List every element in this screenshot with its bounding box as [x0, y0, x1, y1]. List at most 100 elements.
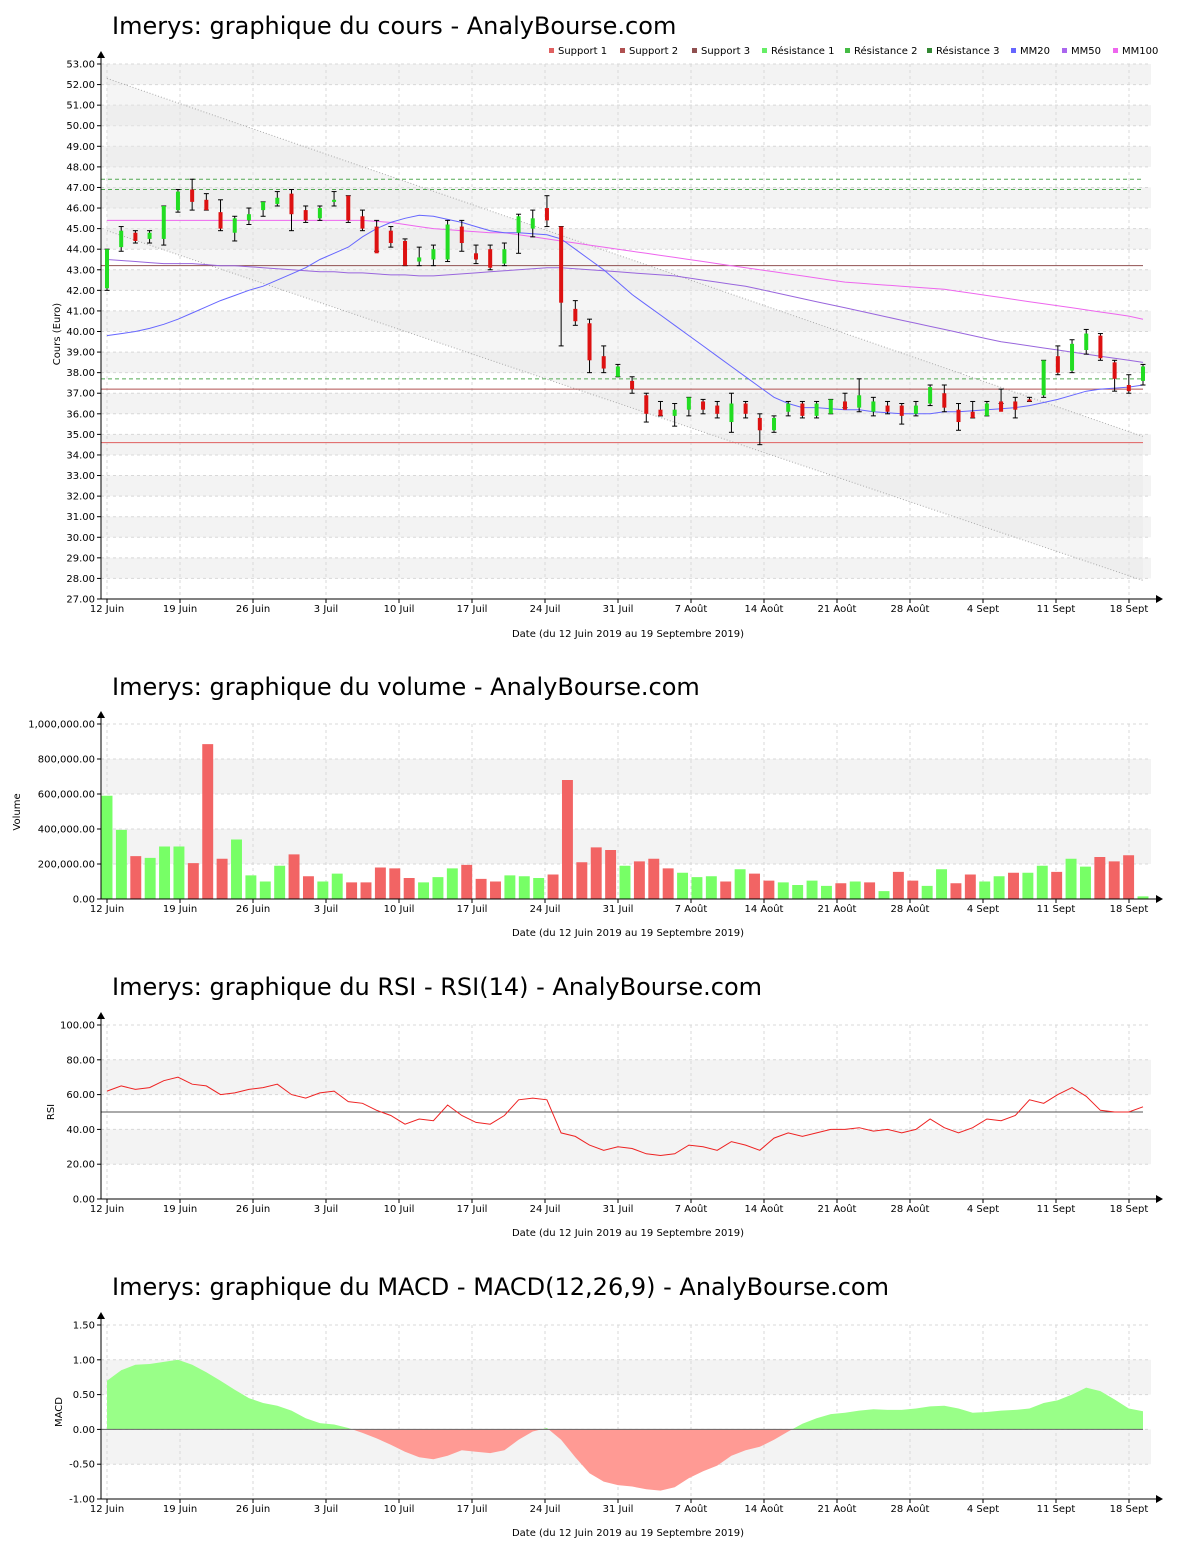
candle-body — [133, 232, 138, 241]
volume-bar — [964, 874, 976, 899]
volume-x-tick-label: 24 Juil — [530, 904, 561, 915]
price-grid — [101, 63, 1151, 600]
candle-body — [246, 214, 251, 221]
volume-bar — [993, 876, 1005, 899]
volume-bar — [950, 883, 962, 899]
volume-bar — [979, 881, 991, 899]
rsi-plot — [101, 1076, 1144, 1157]
volume-bar — [605, 850, 617, 899]
volume-bar — [360, 882, 372, 899]
volume-bar — [619, 865, 631, 899]
volume-bar — [892, 871, 904, 899]
volume-x-tick-label: 11 Sept — [1037, 904, 1076, 915]
candle-body — [1041, 360, 1046, 396]
volume-bar — [231, 839, 242, 899]
volume-bar — [432, 877, 444, 899]
rsi-x-tick-label: 17 Juil — [457, 1204, 488, 1215]
volume-band — [101, 759, 1151, 794]
volume-bar — [159, 846, 171, 899]
candle-body — [772, 417, 777, 431]
volume-bar — [561, 780, 573, 899]
candle-body — [885, 405, 890, 412]
volume-bar — [317, 881, 329, 899]
candle-body — [828, 399, 833, 414]
rsi-x-tick-label: 7 Août — [675, 1203, 708, 1215]
candle-body — [473, 253, 478, 260]
volume-bar — [547, 874, 559, 899]
macd-x-tick-label: 17 Juil — [457, 1504, 488, 1515]
rsi-band — [101, 1059, 1151, 1095]
rsi-y-tick-label: 60.00 — [66, 1090, 95, 1101]
volume-bar — [749, 873, 760, 899]
rsi-x-tick-label: 14 Août — [745, 1203, 784, 1215]
candle-body — [388, 230, 393, 244]
volume-x-tick-label: 10 Juil — [384, 904, 415, 915]
price-y-tick-label: 41.00 — [66, 306, 95, 317]
price-band — [101, 64, 1151, 85]
macd-x-tick-label: 31 Juil — [603, 1504, 634, 1515]
candle-body — [729, 403, 734, 423]
candle-body — [630, 380, 635, 390]
volume-bar — [691, 877, 703, 899]
candle-body — [530, 218, 535, 229]
legend-label: Support 1 — [558, 46, 607, 57]
price-y-tick-label: 31.00 — [66, 512, 95, 523]
macd-band — [101, 1359, 1151, 1395]
candle-body — [1141, 366, 1145, 381]
legend-label: Support 3 — [701, 46, 750, 57]
volume-y-tick-label: 0.00 — [73, 895, 95, 906]
rsi-y-tick-label: 0.00 — [73, 1195, 95, 1206]
candle-body — [842, 401, 847, 410]
candle-body — [800, 403, 805, 416]
price-chart-title: Imerys: graphique du cours - AnalyBourse… — [112, 12, 676, 40]
candle-body — [615, 366, 620, 377]
candle-body — [857, 395, 862, 408]
volume-bar — [648, 858, 660, 899]
price-x-tick-label: 18 Sept — [1110, 604, 1149, 615]
price-band — [101, 516, 1151, 538]
volume-band — [101, 829, 1151, 864]
candle-body — [317, 208, 322, 219]
rsi-x-tick-label: 31 Juil — [603, 1204, 634, 1215]
price-band — [101, 557, 1151, 579]
price-y-tick-label: 28.00 — [66, 574, 95, 585]
macd-y-tick-label: 0.50 — [73, 1390, 95, 1401]
rsi-x-tick-label: 11 Sept — [1037, 1204, 1076, 1215]
rsi-x-tick-label: 28 Août — [891, 1203, 930, 1215]
rsi-band — [101, 1129, 1151, 1165]
price-y-tick-label: 50.00 — [66, 121, 95, 132]
legend-label: MM50 — [1071, 46, 1101, 57]
rsi-x-tick-label: 10 Juil — [384, 1204, 415, 1215]
macd-x-tick-label: 21 Août — [818, 1503, 857, 1515]
candle-body — [488, 249, 493, 268]
rsi-y-tick-label: 80.00 — [66, 1055, 95, 1066]
rsi-chart: Imerys: graphique du RSI - RSI(14) - Ana… — [46, 973, 1163, 1239]
macd-x-tick-label: 10 Juil — [384, 1504, 415, 1515]
candle-body — [516, 216, 521, 233]
macd-y-tick-label: -1.00 — [69, 1495, 95, 1506]
legend-swatch — [549, 48, 554, 53]
price-y-tick-label: 51.00 — [66, 101, 95, 112]
volume-bar — [288, 854, 300, 899]
price-x-tick-label: 19 Juin — [163, 604, 197, 615]
volume-bar — [806, 880, 818, 899]
channel-lower-line — [106, 230, 1144, 581]
candle-body — [459, 226, 464, 244]
volume-x-tick-label: 17 Juil — [457, 904, 488, 915]
candle-body — [1055, 356, 1060, 373]
candle-body — [232, 218, 237, 233]
volume-bar — [130, 856, 142, 899]
volume-bar — [101, 795, 113, 899]
price-band — [101, 352, 1151, 373]
macd-x-tick-label: 7 Août — [675, 1503, 708, 1515]
volume-bar — [518, 876, 530, 899]
volume-bar — [1051, 871, 1063, 899]
volume-x-tick-label: 19 Juin — [163, 904, 197, 915]
candle-body — [715, 405, 720, 414]
price-y-tick-label: 42.00 — [66, 286, 95, 297]
mm100-line — [107, 219, 1144, 320]
rsi-axes: 0.00 20.00 40.00 60.00 80.00 100.00 12 Juin 19 … — [60, 1012, 1163, 1215]
volume-axes: 0.00 200,000.00 400,000.00 600,000.00 800,00… — [28, 711, 1163, 915]
price-y-tick-label: 39.00 — [66, 348, 95, 359]
trend-channel — [107, 78, 1143, 581]
